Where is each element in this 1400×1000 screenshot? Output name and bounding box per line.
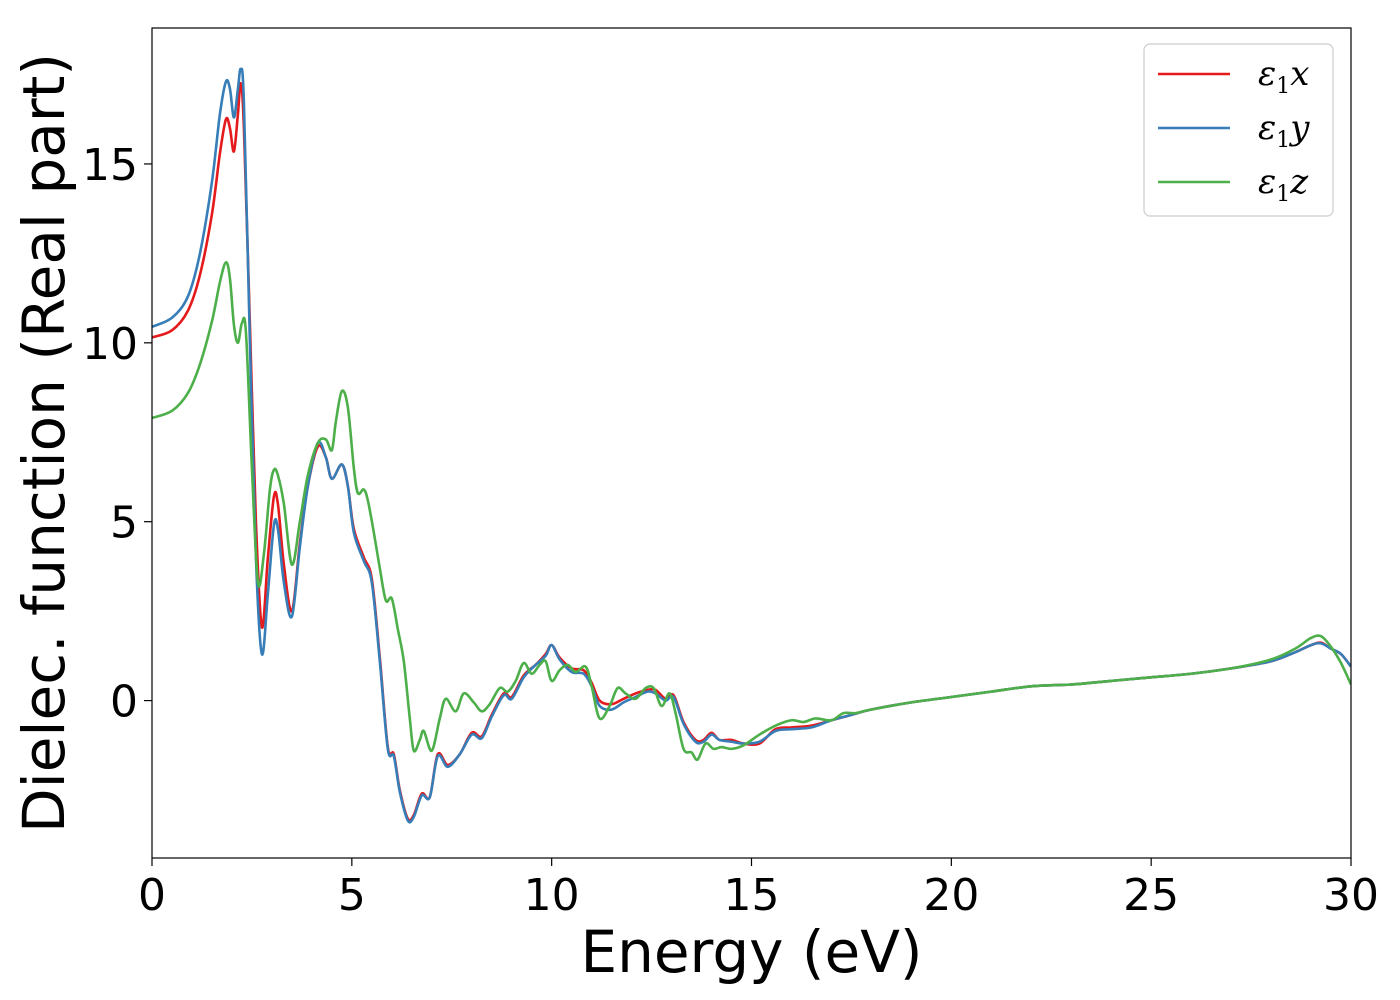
plot-frame	[151, 27, 1352, 859]
x-tick-label: 25	[1123, 870, 1179, 921]
x-tick-label: 0	[138, 870, 166, 921]
legend-label-y: ε1y	[1258, 108, 1310, 153]
y-axis-label: Dielec. function (Real part)	[10, 53, 78, 833]
x-axis-label: Energy (eV)	[580, 918, 922, 986]
legend-box	[1143, 43, 1334, 217]
x-tick-label: 20	[923, 870, 979, 921]
x-tick-label: 10	[524, 870, 580, 921]
x-tick-label: 15	[724, 870, 780, 921]
y-tick-label: 0	[110, 677, 138, 728]
y-tick-label: 10	[82, 319, 138, 370]
legend: ε1x ε1y ε1z	[1143, 43, 1334, 217]
x-tick-label: 30	[1323, 870, 1379, 921]
legend-label-z: ε1z	[1258, 162, 1309, 207]
legend-label-x: ε1x	[1258, 54, 1309, 99]
x-axis: 0 5 10 15 20 25 30	[138, 858, 1379, 921]
y-axis: 0 5 10 15	[82, 140, 152, 728]
y-tick-label: 15	[82, 140, 138, 191]
x-tick-label: 5	[338, 870, 366, 921]
series-line-z	[152, 261, 1351, 762]
y-tick-label: 5	[110, 498, 138, 549]
